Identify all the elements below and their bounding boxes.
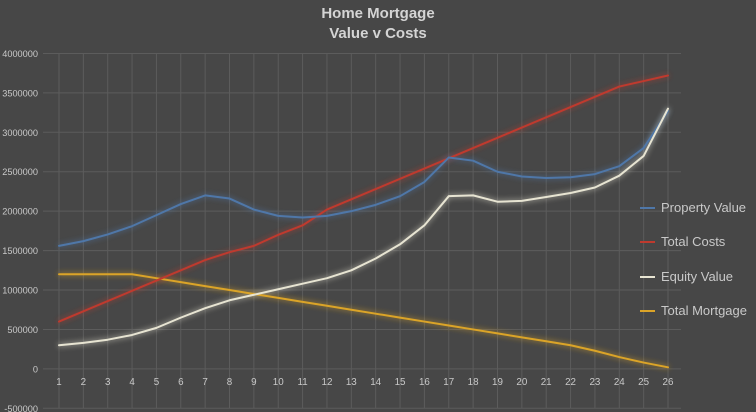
svg-text:18: 18 bbox=[468, 377, 479, 388]
svg-text:10: 10 bbox=[273, 377, 284, 388]
svg-text:17: 17 bbox=[443, 377, 454, 388]
svg-text:6: 6 bbox=[178, 377, 184, 388]
svg-text:1000000: 1000000 bbox=[2, 286, 38, 296]
svg-text:1500000: 1500000 bbox=[2, 246, 38, 256]
svg-text:4: 4 bbox=[129, 377, 135, 388]
svg-text:7: 7 bbox=[202, 377, 207, 388]
svg-text:1: 1 bbox=[56, 377, 61, 388]
svg-text:12: 12 bbox=[322, 377, 333, 388]
svg-text:3000000: 3000000 bbox=[2, 128, 38, 138]
svg-text:15: 15 bbox=[395, 377, 406, 388]
svg-text:8: 8 bbox=[227, 377, 233, 388]
svg-text:20: 20 bbox=[516, 377, 527, 388]
svg-text:23: 23 bbox=[589, 377, 600, 388]
svg-text:16: 16 bbox=[419, 377, 430, 388]
svg-text:2500000: 2500000 bbox=[2, 167, 38, 177]
svg-text:11: 11 bbox=[298, 377, 308, 388]
svg-text:-500000: -500000 bbox=[4, 404, 38, 412]
svg-text:21: 21 bbox=[541, 377, 552, 388]
svg-text:500000: 500000 bbox=[7, 325, 38, 335]
svg-text:5: 5 bbox=[154, 377, 160, 388]
svg-text:4000000: 4000000 bbox=[2, 49, 38, 59]
svg-text:2: 2 bbox=[81, 377, 86, 388]
svg-text:19: 19 bbox=[492, 377, 503, 388]
svg-text:13: 13 bbox=[346, 377, 357, 388]
svg-text:25: 25 bbox=[638, 377, 649, 388]
svg-text:3: 3 bbox=[105, 377, 111, 388]
svg-text:0: 0 bbox=[33, 364, 38, 374]
svg-text:14: 14 bbox=[370, 377, 381, 388]
svg-text:24: 24 bbox=[614, 377, 625, 388]
svg-text:2000000: 2000000 bbox=[2, 207, 38, 217]
svg-text:9: 9 bbox=[251, 377, 256, 388]
svg-text:3500000: 3500000 bbox=[2, 88, 38, 98]
svg-text:26: 26 bbox=[663, 377, 674, 388]
svg-text:22: 22 bbox=[565, 377, 576, 388]
